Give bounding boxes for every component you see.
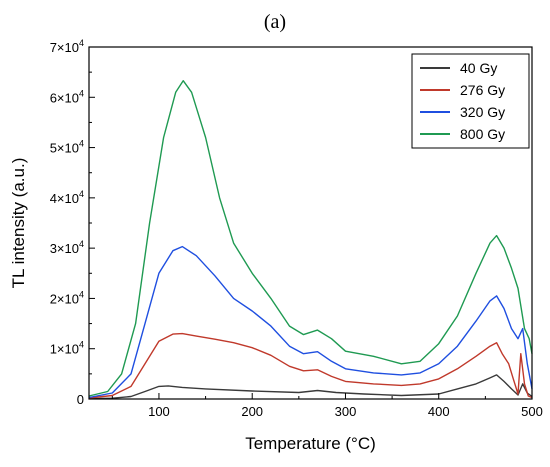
series-line-3 xyxy=(88,80,533,397)
ticks-layer: 100 200 300 400 500 0 1×104 2×104 3×104 4×104 5×10… xyxy=(50,38,543,419)
legend-label: 276 Gy xyxy=(460,82,505,98)
panel-label: (a) xyxy=(264,11,286,33)
series-layer xyxy=(88,80,533,400)
x-tick-label: 200 xyxy=(241,404,263,419)
y-tick-label: 0 xyxy=(77,392,84,407)
y-tick-label: 4×104 xyxy=(50,189,84,206)
y-tick-label: 2×104 xyxy=(50,289,84,306)
legend: 40 Gy 276 Gy 320 Gy 800 Gy xyxy=(411,53,530,149)
plot-area: 100 200 300 400 500 0 1×104 2×104 3×104 4×104 5×10… xyxy=(50,38,543,419)
series-line-2 xyxy=(88,245,533,399)
x-tick-label: 300 xyxy=(335,404,357,419)
y-tick-label: 3×104 xyxy=(50,239,84,256)
x-axis-title: Temperature (°C) xyxy=(245,434,376,453)
y-axis-title: TL intensity (a.u.) xyxy=(9,158,28,289)
y-tick-label: 7×104 xyxy=(50,38,84,55)
legend-box xyxy=(411,53,530,149)
y-tick-label: 1×104 xyxy=(50,340,84,357)
series-line-0 xyxy=(88,374,533,400)
legend-label: 320 Gy xyxy=(460,104,505,120)
y-tick-label: 5×104 xyxy=(50,139,84,156)
x-tick-label: 500 xyxy=(521,404,543,419)
legend-label: 800 Gy xyxy=(460,126,505,142)
y-tick-label: 6×104 xyxy=(50,88,84,105)
x-tick-label: 400 xyxy=(428,404,450,419)
x-tick-label: 100 xyxy=(148,404,170,419)
legend-label: 40 Gy xyxy=(460,60,497,76)
series-line-1 xyxy=(88,332,533,399)
